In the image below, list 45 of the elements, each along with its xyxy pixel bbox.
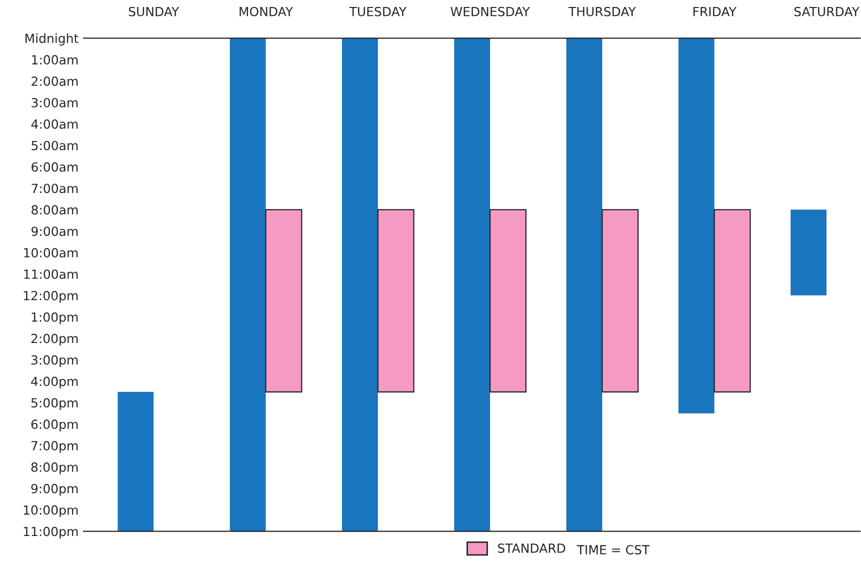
y-tick-label: 4:00am <box>31 119 78 129</box>
x-tick-label: TUESDAY <box>349 6 407 16</box>
y-tick-label: 6:00am <box>32 162 78 172</box>
y-tick-label: 12:00pm <box>24 290 78 303</box>
y-tick-label: 3:00am <box>32 98 78 108</box>
x-tick-label: SATURDAY <box>794 6 860 16</box>
text: TIME = CST <box>576 544 650 554</box>
bar <box>714 209 751 392</box>
bar <box>118 392 154 532</box>
y-tick-label: 8:00am <box>32 205 78 215</box>
x-tick-label: MONDAY <box>240 6 294 16</box>
bar <box>377 209 414 392</box>
bar <box>566 38 602 532</box>
bar <box>342 38 378 532</box>
bar <box>790 210 826 296</box>
y-tick-label: 11:00am <box>24 269 78 279</box>
x-tick-label: SUNDAY <box>128 6 180 16</box>
y-tick-label: 4:00pm <box>31 376 78 389</box>
y-tick-label: 8:00pm <box>31 462 78 474</box>
y-tick-label: 10:00am <box>24 248 78 258</box>
y-tick-label: 7:00pm <box>32 440 78 453</box>
y-tick-label: 5:00pm <box>31 398 78 410</box>
y-tick-label: 9:00pm <box>31 484 78 496</box>
y-tick-label: 2:00pm <box>31 334 78 346</box>
y-tick-label: Midnight <box>26 33 78 46</box>
x-tick-label: THURSDAY <box>568 6 636 16</box>
y-tick-label: 11:00pm <box>24 526 78 539</box>
y-tick-label: 10:00pm <box>24 505 78 518</box>
bar <box>602 209 639 392</box>
y-tick-label: 6:00pm <box>31 420 78 432</box>
x-tick-label: FRIDAY <box>693 6 736 16</box>
y-tick-label: 2:00am <box>32 76 78 86</box>
y-tick-label: 1:00am <box>32 55 78 65</box>
y-tick-label: 5:00am <box>32 140 78 150</box>
bar <box>230 38 266 532</box>
y-tick-label: 7:00am <box>32 184 78 194</box>
bar <box>265 209 302 392</box>
bar <box>678 38 714 414</box>
x-tick-label: WEDNESDAY <box>450 6 530 16</box>
y-tick-label: 1:00pm <box>32 312 78 324</box>
bar <box>489 209 526 392</box>
legend-label: STANDARD <box>498 543 566 553</box>
y-tick-label: 3:00pm <box>31 355 78 368</box>
y-tick-label: 9:00am <box>32 226 78 236</box>
bar <box>454 38 490 532</box>
